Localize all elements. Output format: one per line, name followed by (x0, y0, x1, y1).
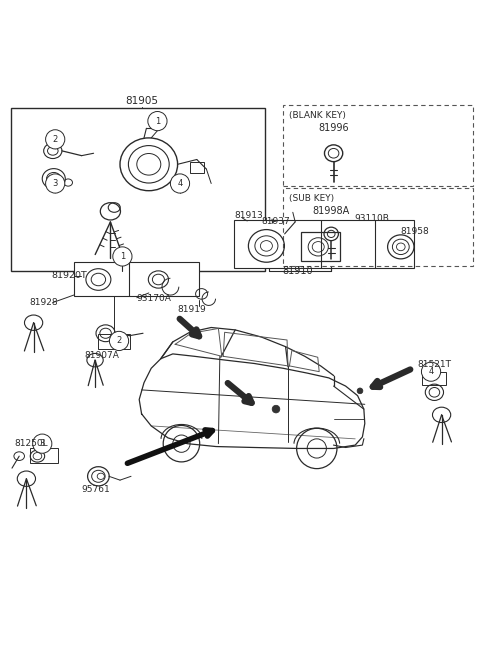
Circle shape (357, 388, 363, 394)
Circle shape (113, 247, 132, 266)
Text: 1: 1 (155, 117, 160, 126)
Circle shape (46, 130, 65, 149)
Bar (301, 233, 340, 261)
Text: 2: 2 (53, 135, 58, 144)
Text: 81905: 81905 (125, 96, 158, 106)
Circle shape (148, 111, 167, 131)
Text: 95761: 95761 (82, 485, 110, 495)
Text: 1: 1 (120, 252, 125, 261)
Circle shape (109, 331, 129, 350)
Text: 81913: 81913 (234, 211, 263, 220)
Text: (BLANK KEY): (BLANK KEY) (289, 111, 346, 120)
Text: (SUB KEY): (SUB KEY) (289, 194, 334, 203)
Text: 81937: 81937 (262, 217, 290, 227)
Bar (74, 262, 199, 296)
Text: 81919: 81919 (178, 305, 206, 314)
Text: 93110B: 93110B (354, 214, 389, 223)
Bar (11, 107, 265, 271)
Text: 81910: 81910 (282, 266, 313, 276)
Bar (98, 334, 130, 349)
Bar (190, 162, 204, 173)
Circle shape (46, 174, 65, 193)
Text: 81998A: 81998A (312, 206, 350, 216)
Text: 81958: 81958 (401, 227, 430, 236)
Text: 81928: 81928 (30, 298, 59, 307)
Text: 81250L: 81250L (14, 439, 48, 448)
Bar (283, 188, 473, 266)
Bar (283, 105, 473, 186)
Bar (422, 371, 446, 385)
Circle shape (33, 434, 52, 453)
Text: 3: 3 (39, 439, 45, 448)
Text: 4: 4 (178, 179, 182, 188)
Circle shape (272, 405, 280, 413)
Circle shape (170, 174, 190, 193)
Bar (30, 449, 58, 463)
Text: 3: 3 (52, 179, 58, 188)
Text: 4: 4 (429, 367, 433, 376)
Text: 93170A: 93170A (137, 294, 172, 303)
Text: 81920T: 81920T (52, 271, 87, 280)
Text: 2: 2 (117, 337, 121, 345)
Ellipse shape (175, 175, 185, 185)
Text: 81521T: 81521T (418, 360, 452, 369)
Bar (234, 221, 414, 267)
Text: 81996: 81996 (318, 123, 349, 134)
Ellipse shape (178, 178, 182, 182)
Circle shape (421, 362, 441, 381)
Text: 81907A: 81907A (84, 351, 119, 360)
